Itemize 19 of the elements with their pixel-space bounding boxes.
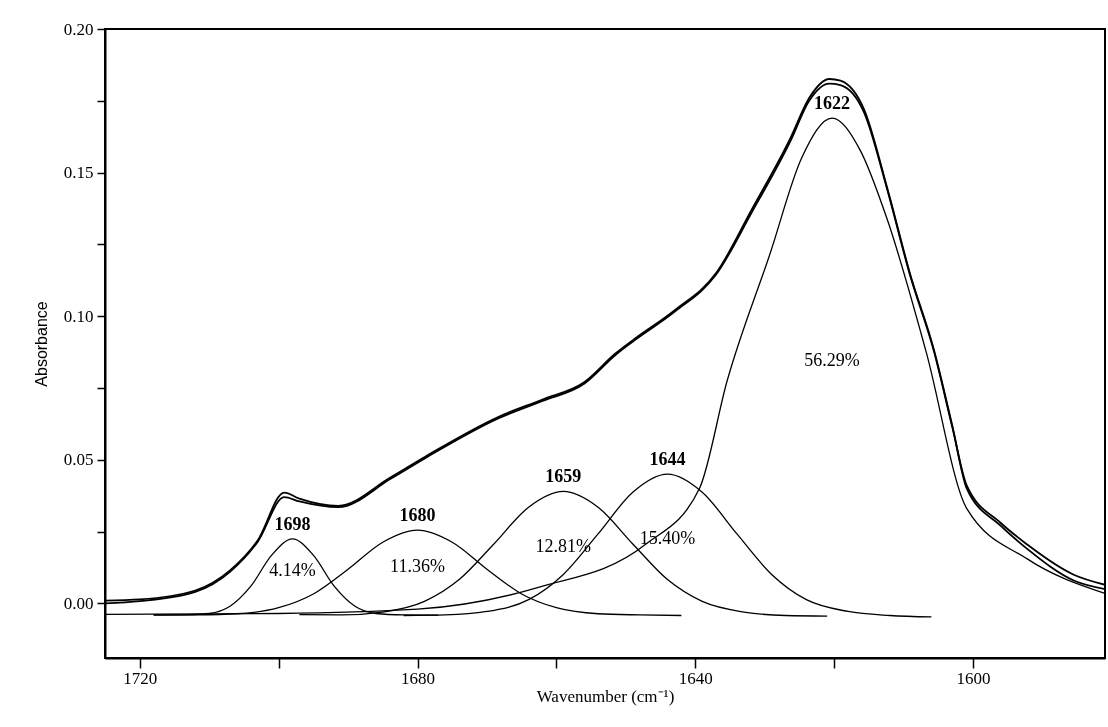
annotation: 11.36% [390, 555, 445, 576]
y-tick-label: 0.20 [63, 19, 94, 39]
y-tick-label: 0.05 [63, 450, 94, 470]
y-axis-title: Absorbance [32, 301, 50, 387]
annotation: 1698 [274, 513, 311, 534]
y-tick-label: 0.00 [63, 593, 94, 613]
x-axis-title: Wavenumber (cm⁻¹) [536, 686, 675, 706]
x-tick-label: 1600 [956, 668, 991, 688]
y-tick-label: 0.15 [63, 163, 94, 183]
annotation: 4.14% [269, 560, 316, 581]
x-tick-label: 1720 [123, 668, 158, 688]
annotation: 1680 [399, 505, 436, 526]
y-tick-label: 0.10 [63, 306, 94, 326]
x-tick-label: 1680 [401, 668, 435, 688]
annotation: 1659 [545, 466, 582, 487]
annotation: 56.29% [804, 349, 860, 370]
annotation: 1622 [814, 93, 851, 114]
annotation: 1644 [649, 449, 686, 470]
x-tick-label: 1640 [678, 668, 713, 688]
